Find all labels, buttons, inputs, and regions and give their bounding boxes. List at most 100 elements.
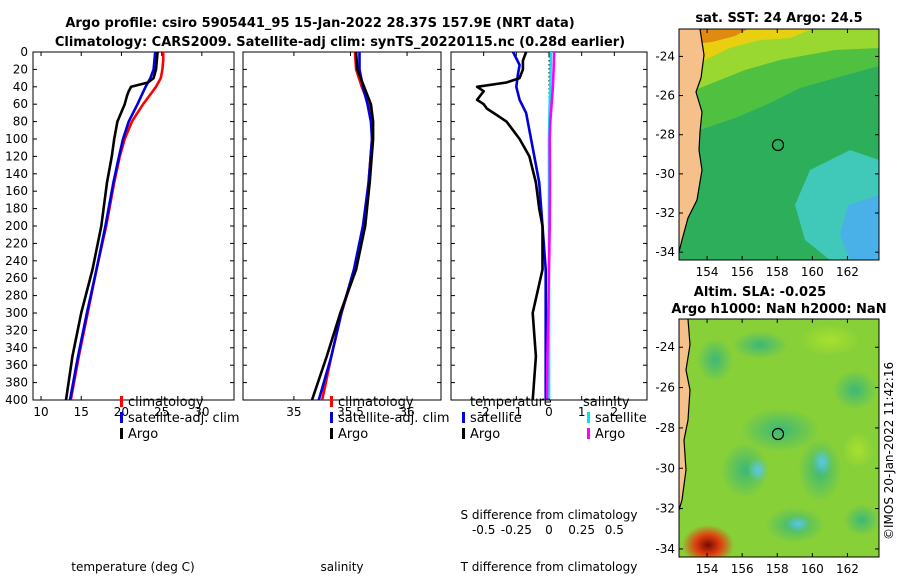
y-tick-label: 120 [5, 149, 28, 163]
legend-swatch-s-argo [587, 428, 590, 439]
y-tick-label: 340 [5, 341, 28, 355]
series-line-argo [64, 52, 159, 400]
sla-blob [748, 458, 768, 482]
figure-title-line2: Climatology: CARS2009. Satellite-adj cli… [55, 35, 625, 50]
x-tick-label: 1 [578, 405, 586, 419]
sst-coastline [679, 29, 705, 253]
legend-swatch-t-satellite [462, 412, 465, 423]
lon-tick-label: 156 [731, 562, 754, 576]
lat-tick-label: -34 [655, 245, 675, 259]
sst-argo-marker [771, 138, 785, 152]
lat-tick-label: -26 [655, 89, 675, 103]
y-tick-label: 220 [5, 236, 28, 250]
series-line-temperature-satellite [511, 52, 548, 400]
legend-swatch-argo [330, 428, 333, 439]
s-tick-label: 0.25 [568, 523, 595, 537]
y-tick-label: 380 [5, 376, 28, 390]
legend-swatch-climatology [330, 396, 333, 407]
sla-blob [740, 408, 820, 452]
legend-swatch-satellite [120, 412, 123, 423]
x-tick-label: 2 [611, 405, 619, 419]
imos-credit: ©IMOS 20-Jan-2022 11:42:16 [882, 362, 896, 540]
legend-climatology: climatology [338, 395, 414, 410]
legend-s-satellite: satellite [595, 411, 647, 426]
legend-swatch-satellite [330, 412, 333, 423]
s-tick-label: -0.5 [472, 523, 495, 537]
x-tick-label: 10 [33, 405, 48, 419]
lat-tick-label: -30 [655, 461, 675, 475]
y-tick-label: 160 [5, 184, 28, 198]
lon-tick-label: 158 [766, 562, 789, 576]
sla-blob [842, 432, 874, 468]
x-tick-label: -1 [510, 405, 522, 419]
legend-temperature-header: temperature [470, 395, 552, 410]
s-difference-ticks: -0.5 -0.25 0 0.25 0.5 [472, 523, 624, 537]
difference-panel: -2 -1 0 1 2 S difference from climatology -0… [450, 51, 648, 574]
salinity-lines [310, 52, 375, 400]
s-tick-label: -0.25 [501, 523, 532, 537]
sla-blob [721, 442, 769, 498]
legend-climatology: climatology [128, 395, 204, 410]
sla-blob [697, 338, 733, 382]
y-tick-label: 300 [5, 306, 28, 320]
legend-swatch-s-satellite [587, 412, 590, 423]
legend-argo: Argo [338, 427, 368, 442]
y-tick-label: 0 [20, 45, 28, 59]
lon-tick-label: 162 [836, 265, 859, 279]
lon-tick-label: 156 [731, 265, 754, 279]
salinity-axis-ticks: 35 35.5 36 [243, 51, 441, 419]
x-tick-label: 25 [154, 405, 169, 419]
y-tick-label: 240 [5, 254, 28, 268]
sla-map: Altim. SLA: -0.025 Argo h1000: NaN h2000… [655, 285, 886, 576]
y-tick-label: 260 [5, 271, 28, 285]
x-tick-label: 36 [399, 405, 414, 419]
x-tick-label: 35 [286, 405, 301, 419]
sla-land [679, 319, 690, 510]
lat-tick-label: -24 [655, 49, 675, 63]
difference-axis-ticks: -2 -1 0 1 2 [451, 51, 647, 419]
lat-tick-label: -26 [655, 381, 675, 395]
s-tick-label: 0.5 [605, 523, 624, 537]
lon-tick-label: 160 [801, 265, 824, 279]
legend-swatch-argo [120, 428, 123, 439]
lat-tick-label: -32 [655, 502, 675, 516]
lat-tick-label: -30 [655, 167, 675, 181]
sla-map-title2: Argo h1000: NaN h2000: NaN [671, 302, 886, 317]
temperature-lines [64, 52, 165, 400]
x-tick-label: 15 [74, 405, 89, 419]
legend-t-satellite: satellite [470, 411, 522, 426]
series-line-satellite-adj-clim [68, 52, 157, 400]
sst-map-title: sat. SST: 24 Argo: 24.5 [695, 11, 862, 26]
legend-s-argo: Argo [595, 427, 625, 442]
y-tick-label: 60 [13, 97, 28, 111]
lat-tick-label: -28 [655, 128, 675, 142]
difference-lines [475, 52, 556, 400]
y-tick-label: 280 [5, 289, 28, 303]
salinity-xlabel: salinity [320, 560, 363, 574]
sla-blob [732, 331, 788, 359]
y-tick-label: 320 [5, 323, 28, 337]
lon-tick-label: 158 [766, 265, 789, 279]
series-line-temperature-argo [475, 52, 544, 400]
y-tick-label: 140 [5, 167, 28, 181]
sla-blob [844, 504, 879, 536]
x-tick-label: 35.5 [337, 405, 364, 419]
temperature-panel: 0 20 40 60 80 100 120 140 160 180 200 220 240 260 280 3… [5, 45, 240, 574]
sla-blob [786, 516, 810, 532]
t-difference-xlabel: T difference from climatology [460, 560, 638, 574]
y-tick-label: 360 [5, 358, 28, 372]
legend-swatch-t-argo [462, 428, 465, 439]
y-tick-label: 100 [5, 132, 28, 146]
difference-legend: temperature salinity satellite Argo sate… [462, 395, 647, 442]
sla-high-blob [682, 525, 734, 557]
lat-tick-label: -34 [655, 542, 675, 556]
legend-t-argo: Argo [470, 427, 500, 442]
y-tick-label: 80 [13, 115, 28, 129]
sla-map-ticks: -24 -26 -28 -30 -32 -34 154 156 158 160 162 [655, 319, 879, 576]
sla-blob [800, 324, 860, 356]
sst-map: sat. SST: 24 Argo: 24.5 -24-26-28-30-32-… [655, 11, 880, 279]
y-tick-label: 180 [5, 202, 28, 216]
lon-tick-label: 162 [836, 562, 859, 576]
y-tick-label: 200 [5, 219, 28, 233]
